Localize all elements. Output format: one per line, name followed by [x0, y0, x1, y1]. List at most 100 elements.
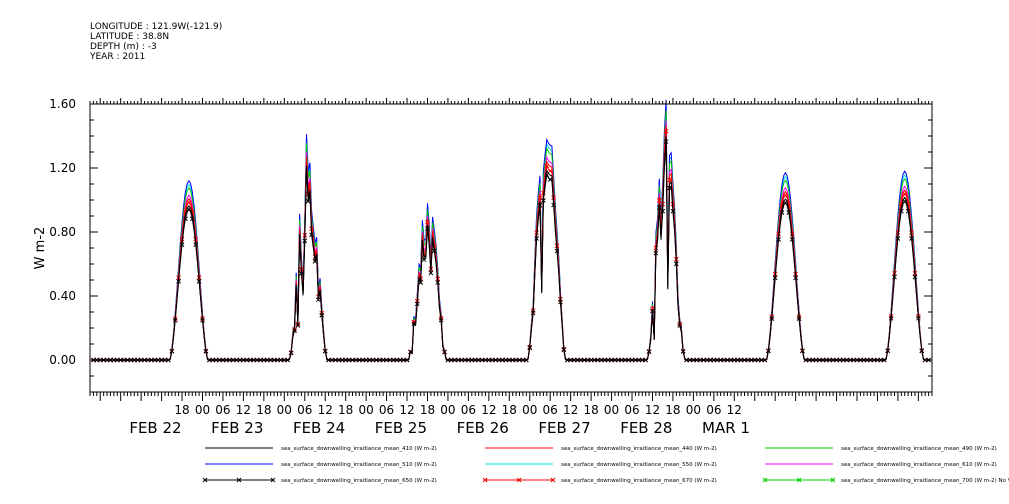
- data-point-marker: [806, 357, 812, 363]
- x-hour-label: 00: [686, 403, 701, 417]
- data-point-marker: [169, 349, 175, 354]
- data-point-marker: [895, 236, 901, 241]
- y-tick-label: 1.20: [49, 161, 76, 175]
- data-point-marker: [789, 237, 795, 242]
- data-point-marker: [108, 357, 113, 363]
- data-point-marker: [639, 357, 645, 363]
- x-hour-label: 00: [195, 403, 210, 417]
- data-point-marker: [118, 357, 124, 363]
- y-axis-label: W m-2: [33, 227, 48, 270]
- data-point-marker: [684, 357, 689, 363]
- x-hour-label: 18: [665, 403, 680, 417]
- data-point-marker: [551, 202, 556, 208]
- data-point-marker: [854, 357, 860, 363]
- data-point-marker: [145, 357, 151, 363]
- y-tick-label: 0.80: [49, 225, 76, 239]
- data-point-marker: [336, 357, 342, 363]
- data-point-marker: [326, 357, 331, 363]
- data-point-marker: [411, 321, 417, 327]
- data-point-marker: [496, 357, 502, 363]
- data-point-marker: [247, 357, 253, 363]
- x-date-label: MAR 1: [702, 419, 750, 437]
- data-point-marker: [858, 357, 863, 363]
- data-point-marker: [905, 208, 911, 214]
- data-point-marker: [186, 207, 192, 212]
- latitude-label: LATITUDE : 38.8N: [90, 32, 170, 42]
- data-point-marker: [210, 357, 216, 363]
- data-point-marker: [138, 357, 144, 363]
- data-point-marker: [721, 357, 727, 363]
- data-point-marker: [224, 357, 229, 363]
- data-point-marker: [868, 357, 873, 363]
- data-point-marker: [448, 357, 454, 363]
- data-point-marker: [755, 357, 761, 363]
- data-point-marker: [203, 349, 209, 354]
- data-point-marker: [408, 349, 413, 355]
- data-point-marker: [888, 315, 894, 321]
- data-point-marker: [186, 199, 192, 205]
- data-point-marker: [902, 199, 908, 204]
- data-point-marker: [142, 357, 147, 363]
- x-hour-label: 06: [215, 403, 230, 417]
- data-point-marker: [503, 357, 509, 363]
- data-point-marker: [530, 310, 536, 316]
- data-point-marker: [656, 198, 662, 203]
- data-point-marker: [697, 357, 703, 363]
- data-point-marker: [619, 357, 625, 363]
- series-line-5: [93, 120, 929, 361]
- data-point-marker: [302, 238, 308, 244]
- data-point-marker: [183, 216, 188, 222]
- x-hour-label: 12: [645, 403, 660, 417]
- series-markers-7: [91, 128, 931, 363]
- data-point-marker: [554, 248, 560, 254]
- data-point-marker: [912, 274, 918, 280]
- data-point-marker: [254, 357, 260, 363]
- data-point-marker: [295, 323, 301, 328]
- data-point-marker: [677, 323, 683, 328]
- data-point-marker: [834, 357, 839, 363]
- data-point-marker: [871, 357, 877, 363]
- data-point-marker: [213, 357, 219, 363]
- data-point-marker: [793, 275, 798, 281]
- data-point-marker: [128, 357, 134, 363]
- data-point-marker: [445, 357, 451, 363]
- legend-marker: [762, 477, 768, 483]
- data-point-marker: [701, 357, 706, 363]
- x-hour-label: 06: [379, 403, 394, 417]
- data-point-marker: [735, 357, 741, 363]
- data-point-marker: [537, 195, 543, 201]
- data-point-marker: [558, 299, 563, 305]
- data-point-marker: [200, 318, 205, 323]
- metadata-block: LONGITUDE : 121.9W(-121.9) LATITUDE : 38…: [90, 22, 222, 62]
- legend-label: sea_surface_downwelling_irradiance_mean_…: [281, 478, 437, 484]
- series-line-4: [93, 105, 929, 361]
- data-point-marker: [305, 198, 311, 204]
- data-point-marker: [268, 357, 274, 363]
- legend-label: sea_surface_downwelling_irradiance_mean_…: [841, 462, 997, 468]
- data-point-marker: [841, 357, 846, 363]
- data-point-marker: [298, 271, 304, 276]
- legend-marker: [482, 477, 488, 483]
- data-point-marker: [438, 317, 444, 323]
- x-hour-label: 18: [174, 403, 189, 417]
- data-point-marker: [288, 350, 294, 356]
- legend-marker: [516, 477, 522, 483]
- data-point-marker: [176, 279, 181, 284]
- data-point-marker: [517, 357, 522, 363]
- data-point-marker: [466, 357, 471, 363]
- data-point-marker: [285, 357, 291, 363]
- data-point-marker: [616, 357, 621, 363]
- data-point-marker: [281, 357, 287, 363]
- data-point-marker: [742, 357, 747, 363]
- x-hour-label: 12: [399, 403, 414, 417]
- x-hour-label: 12: [727, 403, 742, 417]
- x-date-label: FEB 25: [375, 419, 427, 437]
- series-line-2: [93, 110, 929, 361]
- x-hour-label: 12: [236, 403, 251, 417]
- x-hour-label: 18: [420, 403, 435, 417]
- data-point-marker: [227, 357, 233, 363]
- data-point-marker: [435, 280, 441, 285]
- data-point-marker: [711, 357, 717, 363]
- data-point-marker: [687, 357, 693, 363]
- x-hour-label: 00: [358, 403, 373, 417]
